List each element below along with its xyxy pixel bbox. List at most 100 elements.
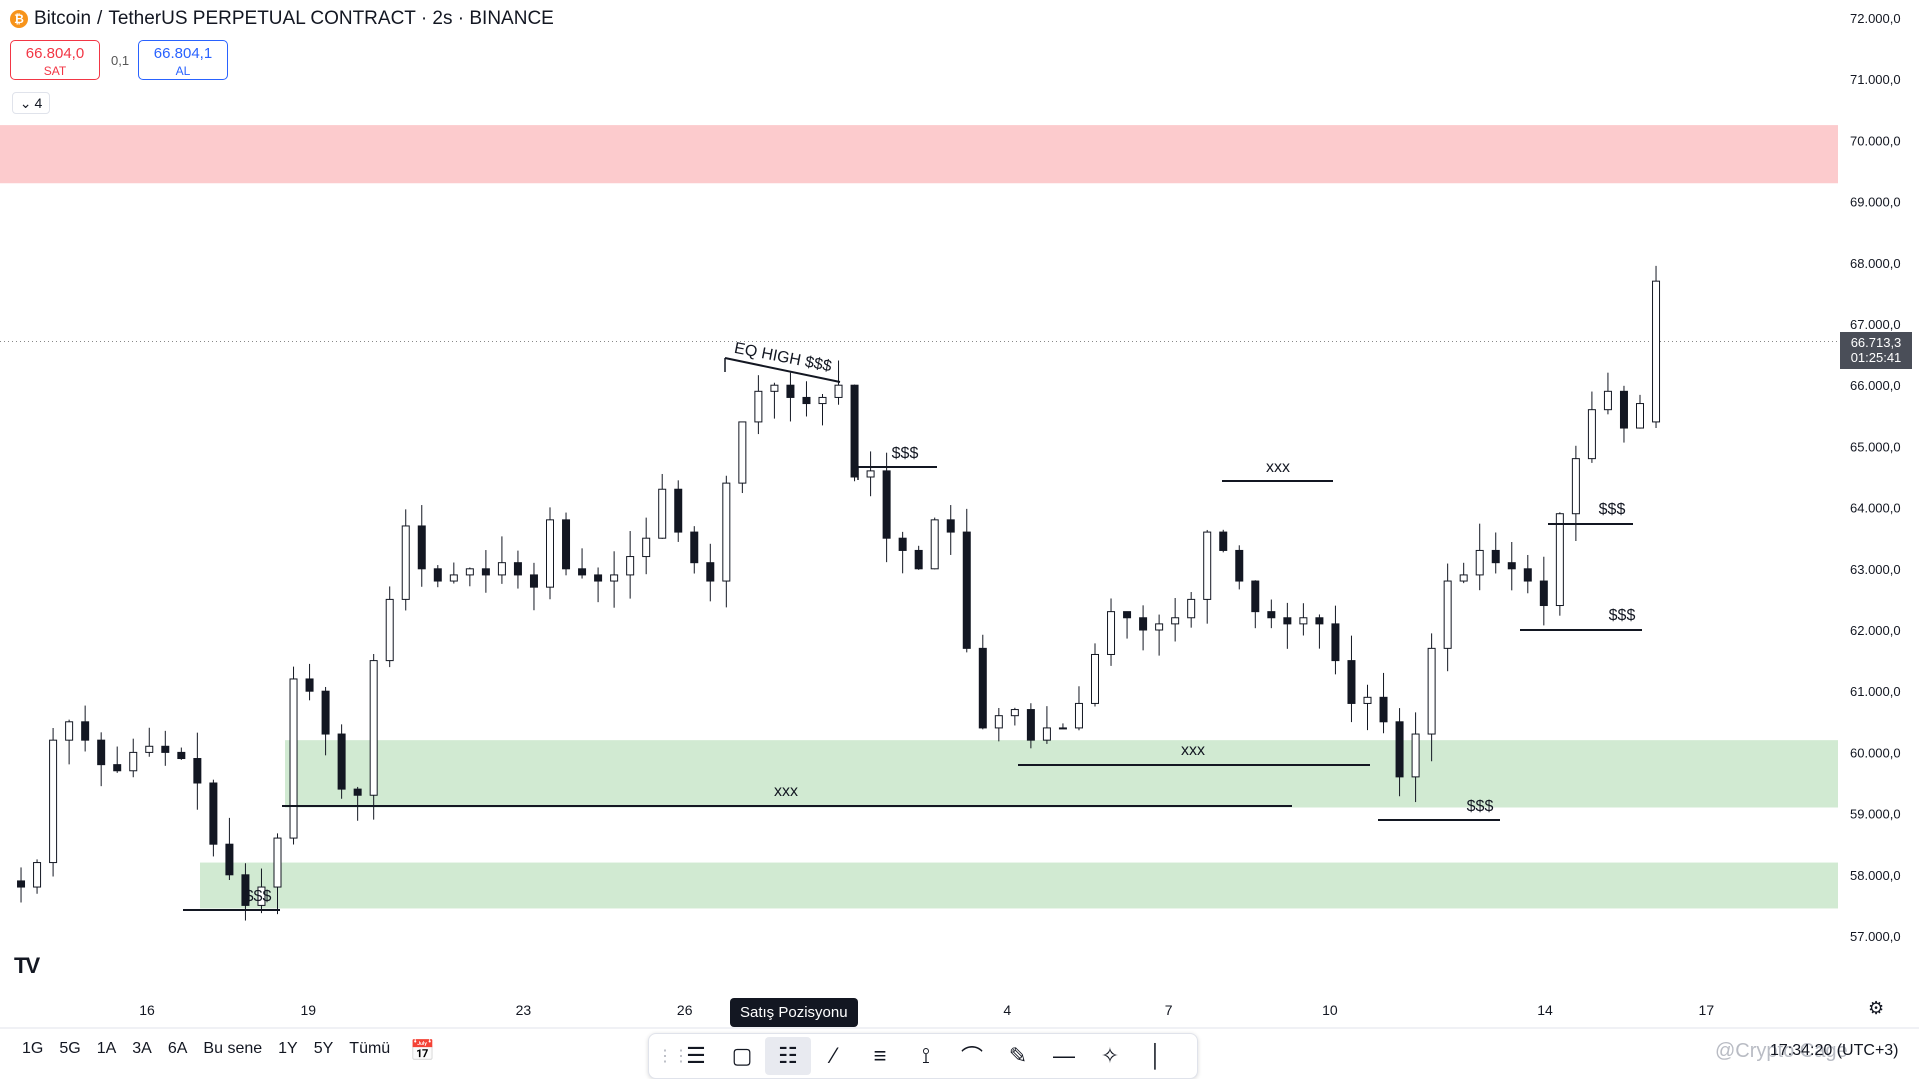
- candle-body: [722, 482, 731, 582]
- pattern-tool-icon[interactable]: ✧: [1100, 1043, 1120, 1068]
- drag-handle-icon[interactable]: ⋮⋮: [657, 1048, 689, 1065]
- curve-tool-icon[interactable]: ⌒: [960, 1045, 983, 1070]
- sell-label: SAT: [43, 64, 67, 78]
- candle-body: [1091, 653, 1099, 704]
- candle-body: [882, 470, 891, 539]
- candle-body: [1042, 727, 1051, 741]
- rectangle-tool-icon[interactable]: ▢: [731, 1043, 753, 1068]
- tradingview-logo-icon[interactable]: TV: [14, 953, 40, 978]
- candle-body: [866, 470, 875, 478]
- buy-button[interactable]: 66.804,1 AL: [138, 40, 228, 80]
- candle-body: [1251, 580, 1260, 613]
- bitcoin-logo-icon: ₿: [10, 10, 28, 28]
- candle-body: [417, 525, 426, 570]
- candle-body: [1523, 568, 1532, 582]
- sell-button[interactable]: 66.804,0 SAT: [10, 40, 100, 80]
- tf-1y[interactable]: 1Y: [278, 1040, 298, 1057]
- candle-body: [193, 758, 202, 784]
- candle-body: [481, 568, 490, 576]
- price-tick-label: 60.000,0: [1850, 745, 1901, 760]
- drawing-toolbar: ⋮⋮ ☰ ▢ ☷ ⁄ ≡ ⟟ ⌒ ✎ — ✧ │: [648, 1033, 1198, 1079]
- candle-body: [369, 660, 378, 796]
- candle-body: [353, 788, 362, 796]
- bar-countdown: 01:25:41: [1850, 350, 1902, 365]
- buy-price: 66.804,1: [153, 45, 213, 62]
- candle-body: [690, 531, 699, 564]
- candle-body: [465, 568, 474, 576]
- candle-body: [1123, 611, 1132, 619]
- candle-body: [1427, 647, 1436, 735]
- go-to-date-calendar-icon[interactable]: 📅: [410, 1040, 435, 1062]
- candle-body: [898, 537, 907, 551]
- candle-body: [1283, 617, 1292, 625]
- candle-body: [33, 862, 42, 888]
- time-tick-label: 19: [301, 1002, 317, 1018]
- candle-body: [962, 531, 971, 649]
- zone-demand-upper: [285, 740, 1838, 808]
- zone-resistance: [0, 125, 1838, 184]
- trend-line-tool-icon[interactable]: ⁄: [832, 1043, 836, 1068]
- candle-body: [1267, 611, 1276, 619]
- indicators-toggle-button[interactable]: ⌄ 4: [12, 92, 50, 114]
- candle-body: [529, 574, 538, 588]
- candle-body: [578, 568, 587, 576]
- tf-1g[interactable]: 1G: [22, 1040, 44, 1057]
- candle-body: [1491, 549, 1500, 564]
- candle-body: [513, 562, 522, 576]
- annotation-label: xxx: [774, 783, 798, 800]
- candle-body: [978, 647, 987, 729]
- timeframe-bar: 1G 5G 1A 3A 6A Bu sene 1Y 5Y Tümü: [14, 1040, 398, 1058]
- tf-5y[interactable]: 5Y: [313, 1040, 334, 1057]
- candle-body: [706, 562, 715, 582]
- settings-gear-icon[interactable]: ⚙: [1868, 998, 1885, 1018]
- candle-body: [818, 396, 827, 405]
- candle-body: [1155, 623, 1164, 631]
- candle-body: [225, 843, 234, 876]
- candle-body: [1587, 409, 1596, 460]
- candle-body: [1331, 623, 1340, 662]
- candle-body: [1395, 721, 1404, 778]
- candle-body: [1571, 458, 1580, 515]
- time-tick-label: 16: [139, 1002, 155, 1018]
- candle-body: [97, 739, 106, 766]
- candle-body: [1652, 280, 1661, 423]
- tf-1a[interactable]: 1A: [96, 1040, 117, 1057]
- candle-body: [1555, 513, 1564, 607]
- candle-body: [1459, 574, 1468, 582]
- tf-3a[interactable]: 3A: [132, 1040, 152, 1057]
- candle-body: [113, 764, 122, 772]
- candle-body: [273, 837, 282, 888]
- price-tick-label: 63.000,0: [1850, 562, 1901, 577]
- fib-retracement-tool-icon[interactable]: ≡: [873, 1043, 887, 1068]
- sell-price: 66.804,0: [25, 45, 85, 62]
- tf-ytd[interactable]: Bu sene: [203, 1040, 263, 1057]
- symbol-header[interactable]: ₿ Bitcoin / TetherUS PERPETUAL CONTRACT …: [10, 8, 554, 30]
- candle-body: [129, 751, 138, 772]
- candle-body: [562, 519, 571, 570]
- candle-body: [1539, 580, 1548, 607]
- price-range-tool-icon[interactable]: ⟟: [921, 1043, 931, 1068]
- tf-6a[interactable]: 6A: [167, 1040, 188, 1057]
- price-tick-label: 61.000,0: [1850, 684, 1901, 699]
- candle-body: [497, 562, 506, 576]
- candle-body: [65, 721, 74, 741]
- price-tick-label: 68.000,0: [1850, 256, 1901, 271]
- candle-body: [1603, 390, 1612, 411]
- short-position-tool-icon[interactable]: ☷: [765, 1037, 811, 1075]
- time-tick-label: 23: [516, 1002, 532, 1018]
- price-tick-label: 69.000,0: [1850, 195, 1901, 210]
- candle-body: [401, 525, 410, 600]
- candle-body: [449, 574, 458, 582]
- candle-body: [1139, 617, 1148, 631]
- annotation-label: $$$: [892, 445, 919, 462]
- candle-body: [674, 488, 683, 533]
- price-tick-label: 64.000,0: [1850, 501, 1901, 516]
- horizontal-line-tool-icon[interactable]: —: [1053, 1043, 1075, 1068]
- long-position-tool-icon[interactable]: ☰: [686, 1043, 706, 1068]
- brush-tool-icon[interactable]: ✎: [1008, 1043, 1028, 1068]
- tf-5g[interactable]: 5G: [59, 1040, 81, 1057]
- vertical-line-tool-icon[interactable]: │: [1149, 1043, 1163, 1068]
- tf-all[interactable]: Tümü: [349, 1040, 391, 1057]
- candle-body: [754, 390, 763, 423]
